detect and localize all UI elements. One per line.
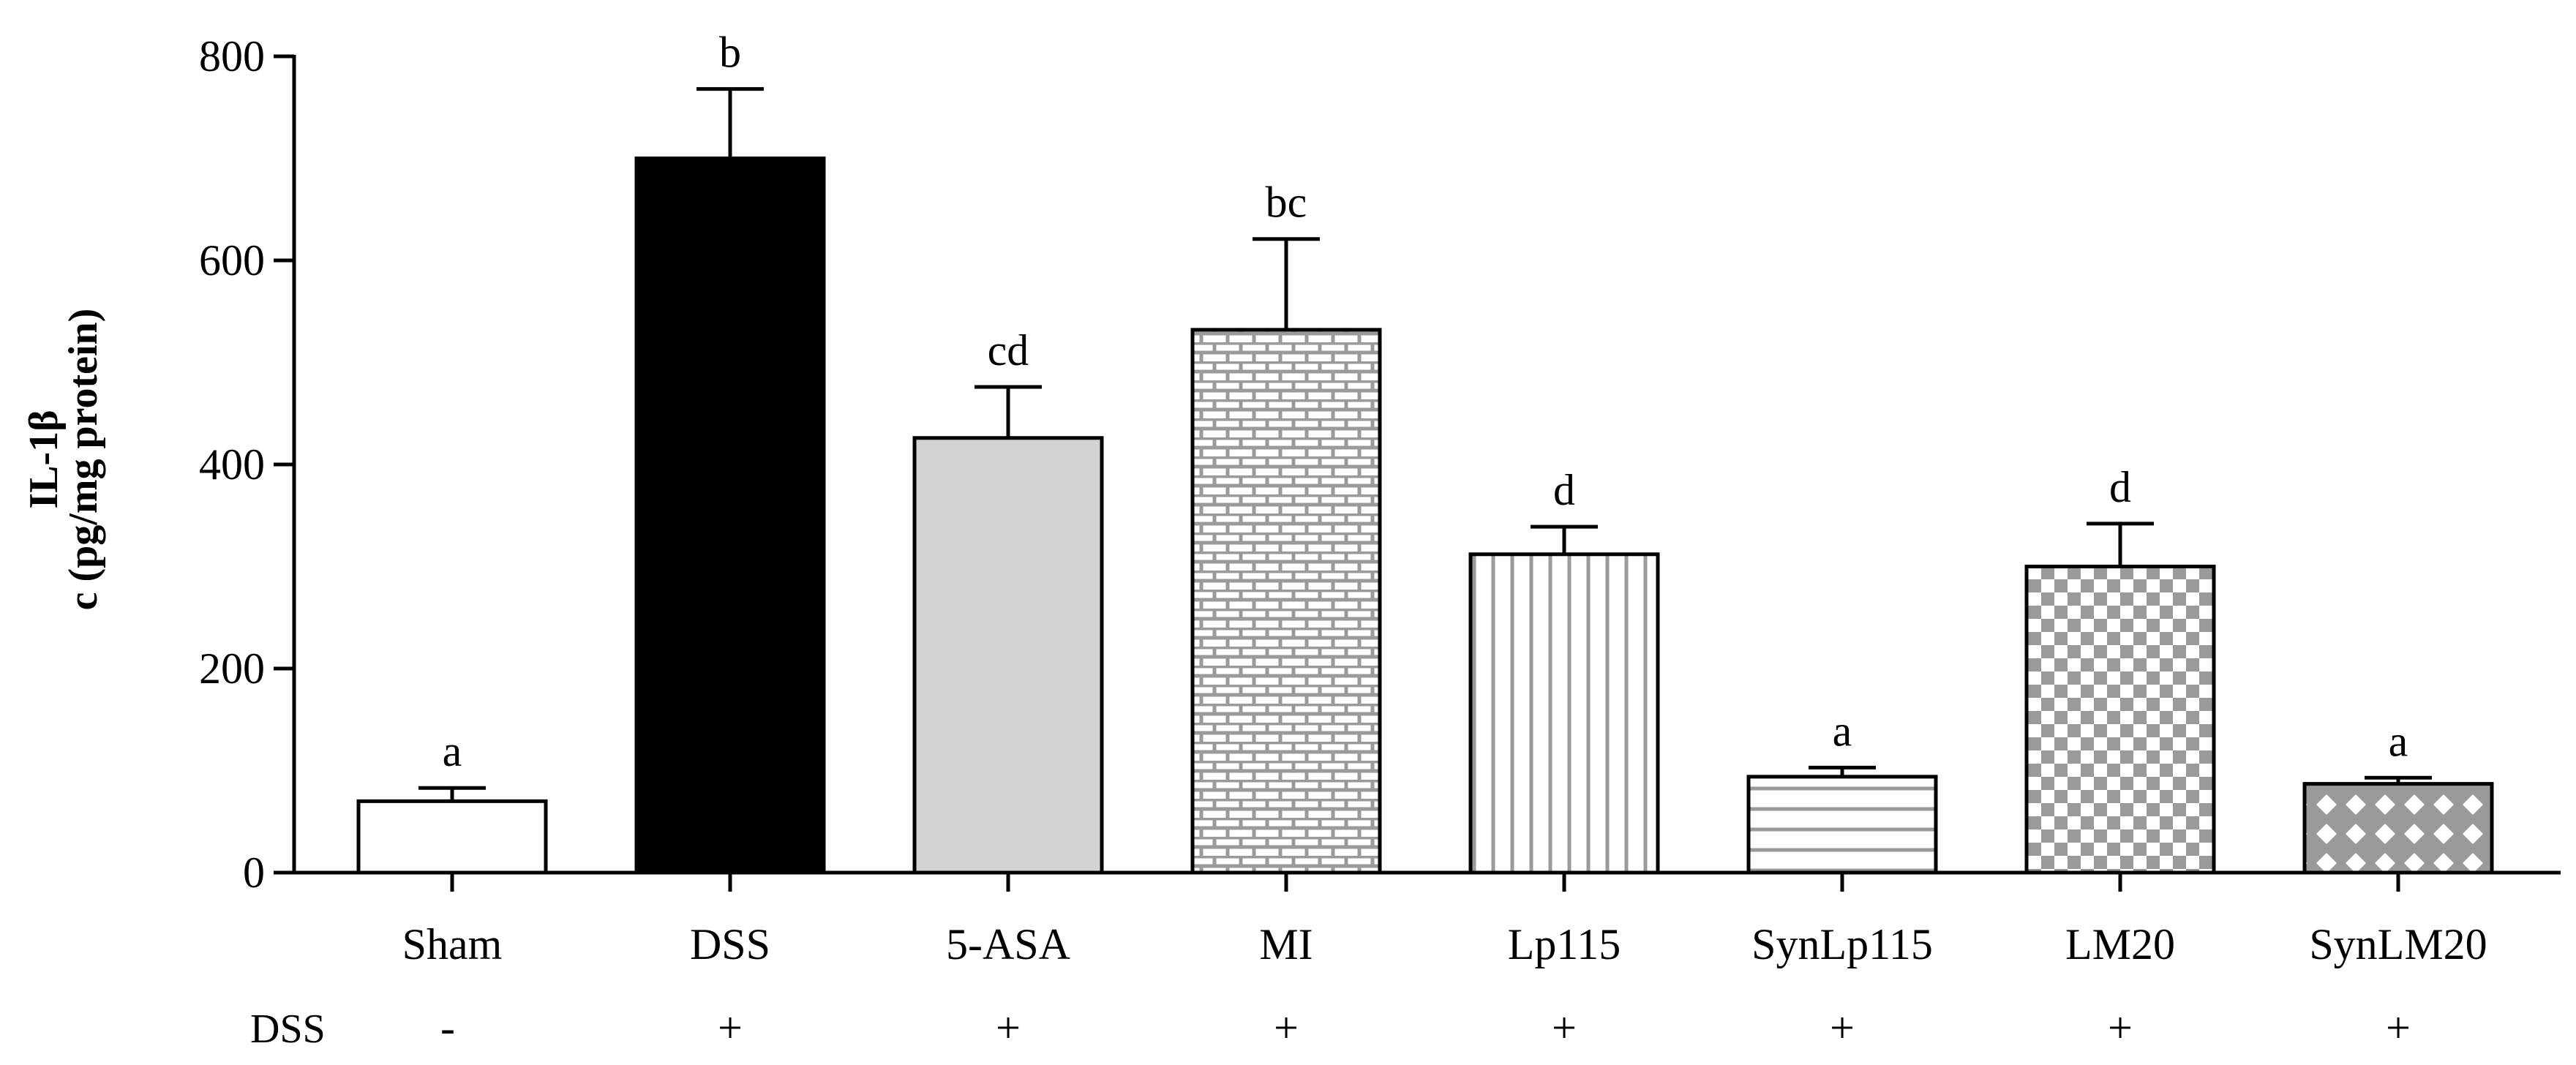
bar-SynLp115	[1746, 775, 1938, 875]
dss-treatment-row: DSS - + + + + + + +	[250, 1004, 2411, 1052]
dss-row-label: DSS	[250, 1006, 326, 1052]
category-label: SynLM20	[2309, 920, 2487, 968]
significance-label: b	[719, 29, 741, 77]
dss-indicator: +	[2108, 1004, 2133, 1052]
y-tick-label: 400	[199, 440, 265, 489]
category-label: Lp115	[1508, 920, 1621, 968]
bar-SynLM20	[2302, 782, 2494, 875]
category-label: DSS	[690, 920, 770, 968]
y-tick-label: 600	[199, 236, 265, 285]
category-label: Sham	[402, 920, 503, 968]
y-tick-label: 0	[243, 848, 265, 897]
significance-label: d	[2109, 463, 2131, 511]
dss-indicator: +	[718, 1004, 743, 1052]
y-axis-title-line2: c (pg/mg protein)	[61, 309, 106, 611]
bars	[356, 157, 2494, 892]
error-bars	[418, 87, 2432, 802]
bar-Sham	[356, 799, 548, 875]
significance-label: d	[1553, 466, 1575, 514]
dss-indicator: +	[2386, 1004, 2411, 1052]
significance-label: bc	[1266, 178, 1307, 227]
significance-label: a	[443, 727, 462, 775]
y-tick-label: 800	[199, 32, 265, 80]
bar-5-ASA	[912, 436, 1104, 875]
y-axis-ticks: 0 200 400 600 800	[199, 32, 294, 897]
bar-DSS	[634, 157, 826, 875]
category-labels: Sham DSS 5-ASA MI Lp115 SynLp115 LM20 SynLM20	[402, 920, 2487, 968]
significance-label: a	[2389, 717, 2408, 765]
category-label: LM20	[2065, 920, 2175, 968]
dss-indicator: +	[1552, 1004, 1577, 1052]
dss-indicator: +	[1830, 1004, 1855, 1052]
category-label: SynLp115	[1751, 920, 1933, 968]
significance-label: cd	[988, 326, 1029, 375]
bar-MI	[1190, 328, 1382, 875]
dss-indicator: +	[996, 1004, 1021, 1052]
y-tick-label: 200	[199, 644, 265, 693]
significance-label: a	[1833, 707, 1852, 755]
dss-indicator: +	[1274, 1004, 1299, 1052]
bar-LM20	[2024, 565, 2216, 875]
axes	[292, 55, 2561, 875]
y-axis-title-line1: IL-1β	[21, 410, 67, 508]
bar-Lp115	[1468, 552, 1660, 875]
dss-indicator: -	[440, 1004, 455, 1052]
category-label: MI	[1259, 920, 1313, 968]
category-label: 5-ASA	[946, 920, 1070, 968]
